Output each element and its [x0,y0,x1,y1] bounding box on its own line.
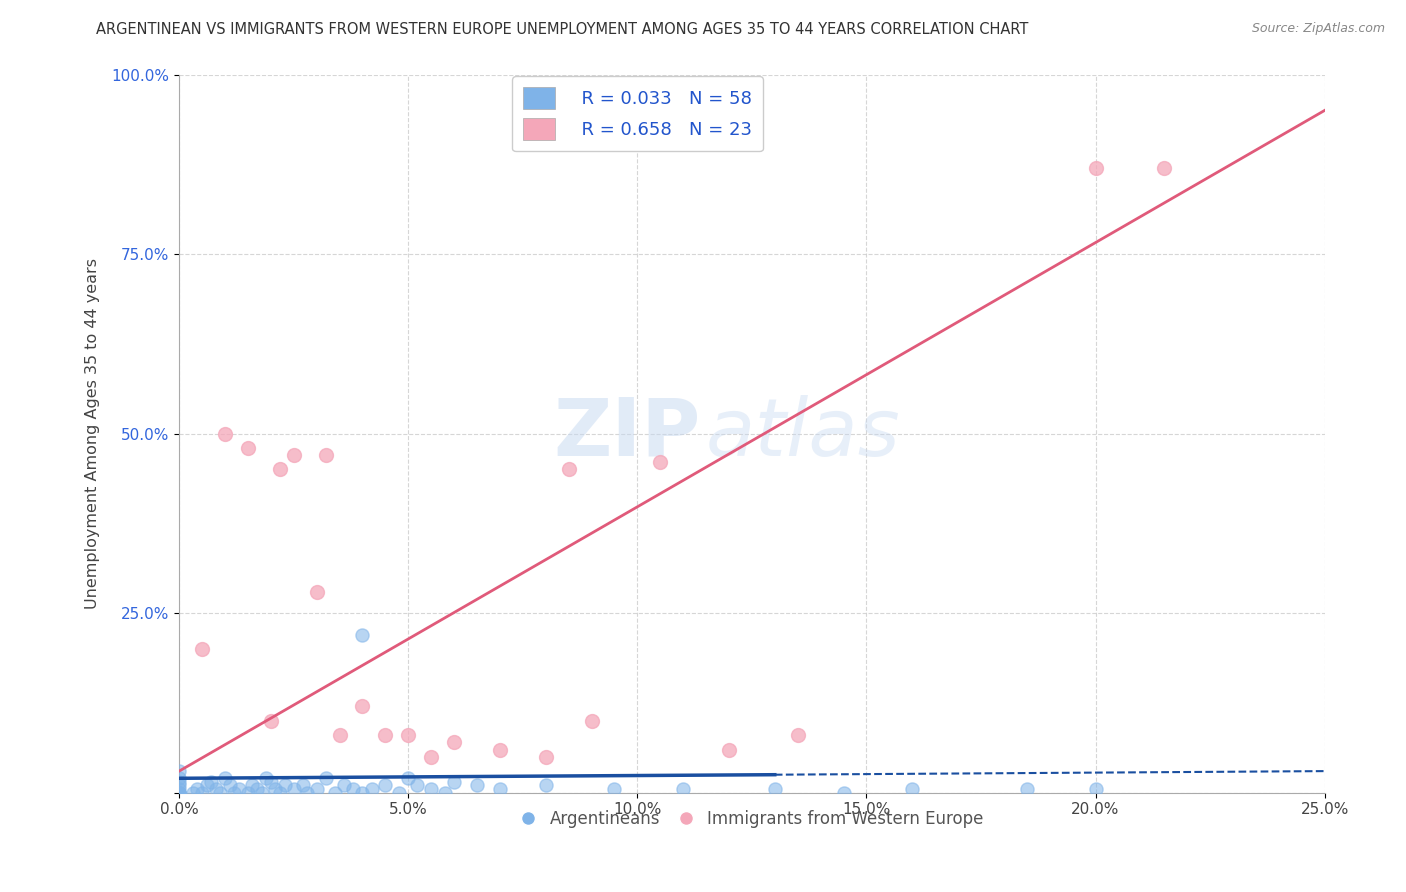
Point [420,782,443,797]
Point [1153,161,1175,175]
Point [315,448,337,462]
Point [443,735,465,749]
Point [167,786,190,800]
Point [204,782,226,797]
Point [360,782,382,797]
Text: ZIP: ZIP [553,394,700,473]
Point [195,779,218,793]
Point [191,786,214,800]
Point [167,786,190,800]
Point [1084,782,1107,797]
Point [352,786,374,800]
Point [283,448,305,462]
Text: ARGENTINEAN VS IMMIGRANTS FROM WESTERN EUROPE UNEMPLOYMENT AMONG AGES 35 TO 44 Y: ARGENTINEAN VS IMMIGRANTS FROM WESTERN E… [96,22,1029,37]
Point [242,779,264,793]
Point [650,455,672,469]
Point [323,786,346,800]
Legend: Argentineans, Immigrants from Western Europe: Argentineans, Immigrants from Western Eu… [513,804,990,835]
Point [214,426,236,441]
Point [186,782,208,797]
Point [489,782,512,797]
Point [672,782,695,797]
Text: atlas: atlas [706,394,901,473]
Point [218,779,240,793]
Point [489,742,512,756]
Point [786,728,808,742]
Point [534,749,557,764]
Point [603,782,626,797]
Y-axis label: Unemployment Among Ages 35 to 44 years: Unemployment Among Ages 35 to 44 years [86,258,100,609]
Point [260,775,283,789]
Point [269,462,291,476]
Point [181,786,204,800]
Point [236,441,259,455]
Point [315,772,337,786]
Point [557,462,579,476]
Point [250,786,273,800]
Point [388,786,411,800]
Point [763,782,786,797]
Point [352,628,374,642]
Point [396,772,419,786]
Point [406,779,429,793]
Point [305,584,328,599]
Point [269,786,291,800]
Point [167,772,190,786]
Point [264,782,287,797]
Point [328,728,350,742]
Point [167,782,190,797]
Point [167,786,190,800]
Point [374,728,396,742]
Point [191,642,214,657]
Point [717,742,740,756]
Point [209,786,232,800]
Point [901,782,924,797]
Point [396,728,419,742]
Point [283,782,305,797]
Point [305,782,328,797]
Point [167,786,190,800]
Point [200,775,222,789]
Point [374,779,396,793]
Text: Source: ZipAtlas.com: Source: ZipAtlas.com [1251,22,1385,36]
Point [1015,782,1038,797]
Point [832,786,855,800]
Point [443,775,465,789]
Point [534,779,557,793]
Point [291,779,314,793]
Point [465,779,488,793]
Point [260,714,283,728]
Point [1084,161,1107,175]
Point [224,786,246,800]
Point [167,764,190,778]
Point [581,714,603,728]
Point [352,699,374,714]
Point [246,782,269,797]
Point [236,786,259,800]
Point [333,779,356,793]
Point [228,782,250,797]
Point [433,786,456,800]
Point [167,779,190,793]
Point [420,749,443,764]
Point [273,779,295,793]
Point [167,786,190,800]
Point [167,775,190,789]
Point [342,782,364,797]
Point [214,772,236,786]
Point [297,786,319,800]
Point [254,772,277,786]
